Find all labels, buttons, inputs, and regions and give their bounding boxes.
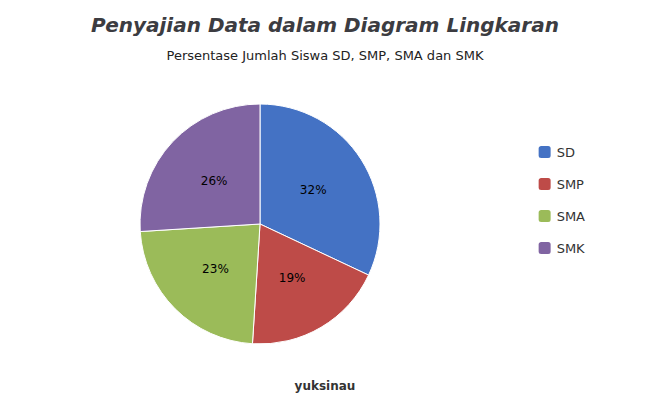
svg-text:SD: SD <box>557 145 575 160</box>
svg-text:26%: 26% <box>201 174 228 188</box>
svg-text:Persentase Jumlah Siswa SD, SM: Persentase Jumlah Siswa SD, SMP, SMA dan… <box>167 48 484 63</box>
svg-text:19%: 19% <box>279 271 306 285</box>
svg-text:Penyajian Data dalam Diagram L: Penyajian Data dalam Diagram Lingkaran <box>91 13 559 37</box>
svg-text:SMK: SMK <box>557 241 585 256</box>
svg-text:SMA: SMA <box>557 209 585 224</box>
svg-text:yuksinau: yuksinau <box>295 379 356 393</box>
svg-text:SMP: SMP <box>557 177 584 192</box>
svg-text:23%: 23% <box>202 262 229 276</box>
svg-text:32%: 32% <box>300 183 327 197</box>
